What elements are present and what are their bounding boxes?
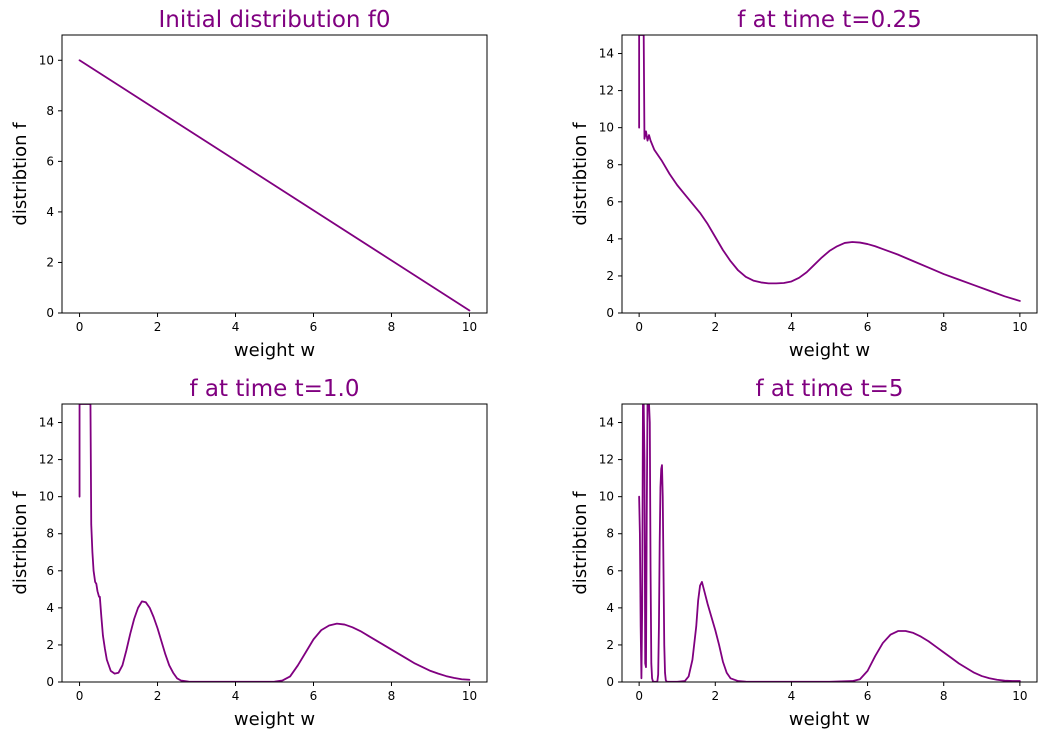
- y-axis-label: distribtion f: [570, 122, 591, 226]
- y-tick-label: 14: [39, 416, 54, 430]
- plot-frame: [61, 403, 488, 683]
- chart-title: f at time t=1.0: [190, 376, 360, 402]
- y-axis-label: distribtion f: [10, 122, 31, 226]
- x-axis-label: weight w: [234, 709, 315, 729]
- x-axis-label: weight w: [234, 340, 315, 361]
- y-tick-label: 0: [46, 306, 54, 320]
- y-tick-label: 10: [599, 121, 614, 135]
- x-tick-label: 10: [1012, 689, 1027, 703]
- x-tick-label: 8: [388, 320, 396, 334]
- y-tick-label: 0: [606, 675, 614, 689]
- x-tick-label: 0: [76, 689, 84, 703]
- y-tick-label: 2: [46, 255, 54, 269]
- x-tick-label: 8: [940, 689, 948, 703]
- x-tick-label: 6: [310, 320, 318, 334]
- x-tick-label: 10: [462, 320, 477, 334]
- y-tick-label: 6: [606, 564, 614, 578]
- y-tick-label: 0: [606, 306, 614, 320]
- chart-panel-1: 0 2 4 6 8 10 0 2 4 6 8 10 Initial distribution f0 wei…: [10, 7, 488, 361]
- y-tick-label: 10: [39, 490, 54, 504]
- x-tick-label: 0: [76, 320, 84, 334]
- y-tick-label: 10: [39, 53, 54, 67]
- x-tick-label: 6: [310, 689, 318, 703]
- x-tick-label: 8: [388, 689, 396, 703]
- x-axis-label: weight w: [789, 340, 870, 361]
- y-axis-label: distribtion f: [10, 491, 31, 595]
- x-tick-label: 8: [940, 320, 948, 334]
- y-tick-label: 4: [46, 601, 54, 615]
- y-tick-label: 0: [46, 675, 54, 689]
- x-tick-label: 2: [154, 320, 162, 334]
- x-tick-label: 10: [462, 689, 477, 703]
- chart-panel-2: 0 2 4 6 8 10 0 2 4 6 8 10 12 14 f at time t=0.25 weight…: [570, 7, 1038, 361]
- y-tick-label: 2: [606, 638, 614, 652]
- y-tick-label: 8: [606, 158, 614, 172]
- y-tick-label: 8: [606, 527, 614, 541]
- y-tick-label: 4: [46, 205, 54, 219]
- x-tick-label: 4: [788, 320, 796, 334]
- y-tick-label: 4: [606, 601, 614, 615]
- y-tick-label: 12: [599, 453, 614, 467]
- x-tick-label: 6: [864, 689, 872, 703]
- chart-title: f at time t=0.25: [737, 7, 922, 33]
- y-tick-label: 6: [606, 195, 614, 209]
- y-tick-label: 14: [599, 416, 614, 430]
- y-tick-label: 6: [46, 154, 54, 168]
- x-tick-label: 0: [635, 320, 643, 334]
- y-tick-label: 2: [46, 638, 54, 652]
- plot-frame: [61, 34, 488, 314]
- chart-panel-4: 0 2 4 6 8 10 0 2 4 6 8 10 12 14 f at time t=5 weight w d…: [570, 376, 1038, 729]
- y-tick-label: 14: [599, 47, 614, 61]
- y-tick-label: 2: [606, 269, 614, 283]
- series-line: [78, 404, 471, 682]
- x-tick-label: 2: [711, 689, 719, 703]
- y-tick-label: 12: [39, 453, 54, 467]
- y-tick-label: 12: [599, 84, 614, 98]
- chart-panel-3: 0 2 4 6 8 10 0 2 4 6 8 10 12 14 f at time t=1.0 weight …: [10, 376, 488, 729]
- chart-title: Initial distribution f0: [158, 7, 390, 33]
- y-tick-label: 4: [606, 232, 614, 246]
- x-tick-label: 2: [154, 689, 162, 703]
- y-tick-label: 8: [46, 104, 54, 118]
- y-tick-label: 8: [46, 527, 54, 541]
- y-tick-label: 10: [599, 490, 614, 504]
- x-tick-label: 10: [1012, 320, 1027, 334]
- x-tick-label: 4: [232, 689, 240, 703]
- chart-title: f at time t=5: [755, 376, 903, 402]
- series-line: [78, 59, 471, 312]
- x-tick-label: 4: [232, 320, 240, 334]
- x-tick-label: 0: [635, 689, 643, 703]
- series-line: [638, 404, 1021, 682]
- series-line: [638, 35, 1021, 302]
- y-tick-label: 6: [46, 564, 54, 578]
- x-axis-label: weight w: [789, 709, 870, 729]
- plot-frame: [621, 403, 1038, 683]
- x-tick-label: 6: [864, 320, 872, 334]
- x-tick-label: 4: [788, 689, 796, 703]
- y-axis-label: distribtion f: [570, 491, 591, 595]
- x-tick-label: 2: [711, 320, 719, 334]
- plot-frame: [621, 34, 1038, 314]
